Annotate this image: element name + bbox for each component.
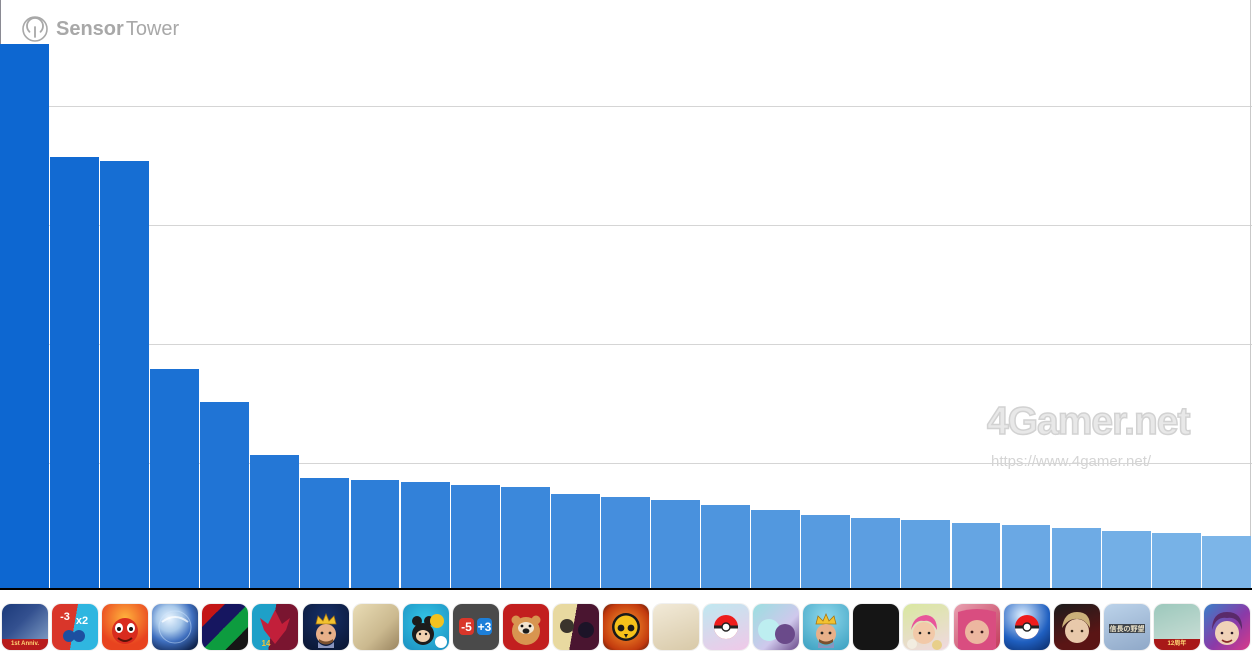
- svg-text:+3: +3: [477, 620, 491, 634]
- svg-text:-5: -5: [461, 620, 472, 634]
- svg-text:x2: x2: [76, 615, 88, 627]
- svg-text:-3: -3: [60, 611, 70, 623]
- svg-text:信長の野望: 信長の野望: [1109, 624, 1144, 633]
- svg-text:14: 14: [262, 639, 271, 648]
